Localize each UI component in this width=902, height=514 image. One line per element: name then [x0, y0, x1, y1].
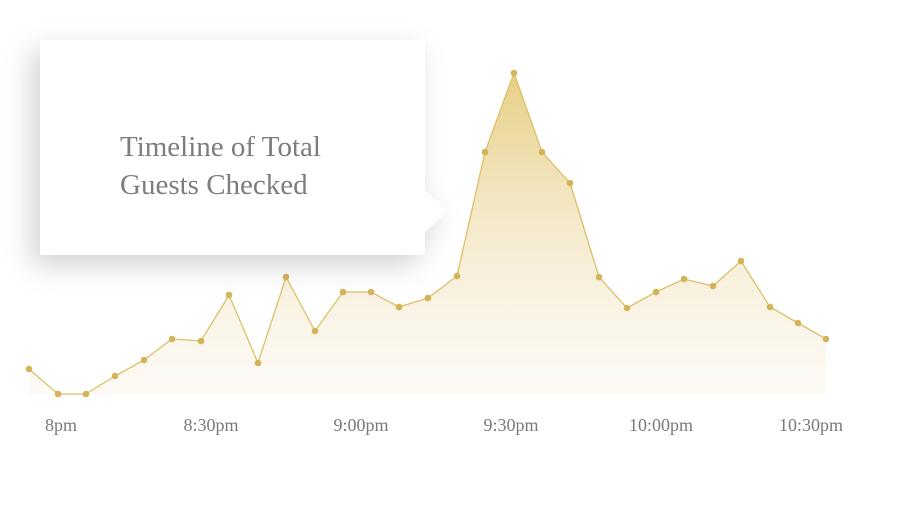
data-point — [453, 272, 461, 280]
plot-area — [25, 69, 830, 398]
x-tick-label: 8pm — [45, 415, 77, 435]
data-point — [481, 148, 489, 156]
data-point — [595, 273, 603, 281]
callout-box — [40, 40, 447, 255]
data-point — [538, 148, 546, 156]
x-tick-label: 9:30pm — [483, 415, 538, 435]
data-point — [140, 356, 148, 364]
data-point — [680, 275, 688, 283]
data-point — [282, 273, 290, 281]
data-point — [737, 257, 745, 265]
data-point — [566, 179, 574, 187]
data-point — [339, 288, 347, 296]
data-point — [111, 372, 119, 380]
data-point — [197, 337, 205, 345]
data-point — [168, 335, 176, 343]
data-point — [254, 359, 262, 367]
data-point — [709, 282, 717, 290]
data-point — [424, 294, 432, 302]
data-point — [225, 291, 233, 299]
data-point — [311, 327, 319, 335]
data-point — [82, 390, 90, 398]
data-point — [367, 288, 375, 296]
area — [29, 73, 826, 395]
data-point — [623, 304, 631, 312]
data-point — [652, 288, 660, 296]
x-tick-label: 8:30pm — [183, 415, 238, 435]
x-tick-label: 10:00pm — [629, 415, 693, 435]
data-point — [395, 303, 403, 311]
chart-title: Timeline of Total Guests Checked — [120, 131, 321, 201]
data-point — [794, 319, 802, 327]
data-point — [766, 303, 774, 311]
data-point — [54, 390, 62, 398]
x-tick-label: 10:30pm — [779, 415, 843, 435]
data-point — [822, 335, 830, 343]
data-point — [25, 365, 33, 373]
data-point — [510, 69, 518, 77]
x-tick-label: 9:00pm — [333, 415, 388, 435]
